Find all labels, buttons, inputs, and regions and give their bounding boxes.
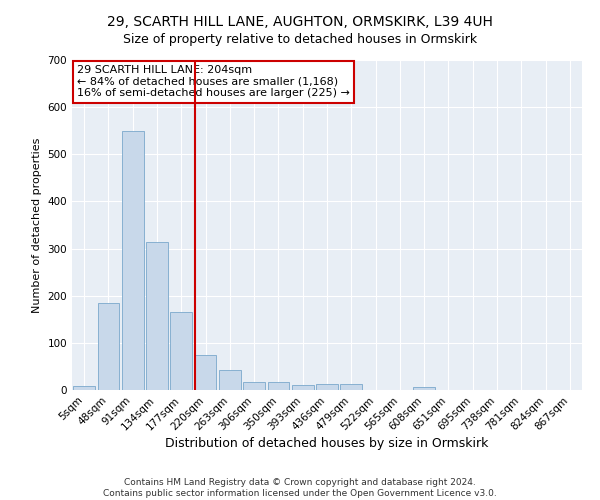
Text: Size of property relative to detached houses in Ormskirk: Size of property relative to detached ho… bbox=[123, 32, 477, 46]
Bar bbox=[146, 242, 168, 390]
Bar bbox=[292, 386, 314, 390]
Bar bbox=[97, 303, 119, 390]
Bar bbox=[194, 354, 217, 390]
Bar bbox=[413, 387, 435, 390]
Text: 29, SCARTH HILL LANE, AUGHTON, ORMSKIRK, L39 4UH: 29, SCARTH HILL LANE, AUGHTON, ORMSKIRK,… bbox=[107, 15, 493, 29]
Bar bbox=[219, 370, 241, 390]
Bar bbox=[73, 386, 95, 390]
Bar bbox=[170, 312, 192, 390]
Bar bbox=[243, 382, 265, 390]
Bar bbox=[316, 384, 338, 390]
Bar bbox=[268, 382, 289, 390]
X-axis label: Distribution of detached houses by size in Ormskirk: Distribution of detached houses by size … bbox=[166, 438, 488, 450]
Text: 29 SCARTH HILL LANE: 204sqm
← 84% of detached houses are smaller (1,168)
16% of : 29 SCARTH HILL LANE: 204sqm ← 84% of det… bbox=[77, 65, 350, 98]
Y-axis label: Number of detached properties: Number of detached properties bbox=[32, 138, 42, 312]
Bar bbox=[340, 384, 362, 390]
Text: Contains HM Land Registry data © Crown copyright and database right 2024.
Contai: Contains HM Land Registry data © Crown c… bbox=[103, 478, 497, 498]
Bar bbox=[122, 130, 143, 390]
